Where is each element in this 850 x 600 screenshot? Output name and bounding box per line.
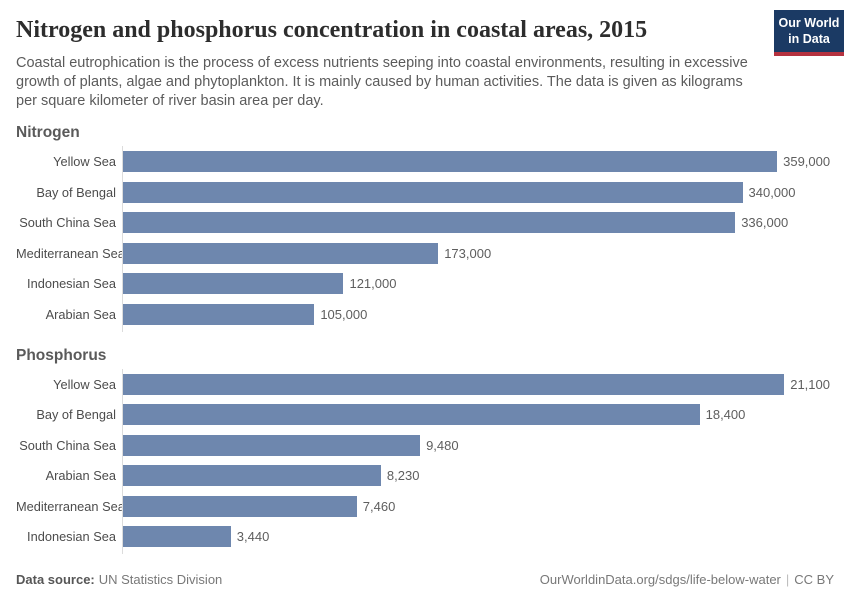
category-label: Indonesian Sea xyxy=(27,529,116,545)
logo-line2: in Data xyxy=(788,31,830,46)
value-label: 9,480 xyxy=(426,437,459,453)
bar-row: Bay of Bengal 18,400 xyxy=(16,404,834,426)
bar-track: 105,000 xyxy=(123,303,834,325)
bar-track: 173,000 xyxy=(123,242,834,264)
category-label: Mediterranean Sea xyxy=(16,245,125,261)
bar-track: 8,230 xyxy=(123,465,834,487)
value-label: 7,460 xyxy=(362,498,396,514)
footer-separator: | xyxy=(785,572,790,587)
bar[interactable] xyxy=(123,151,778,173)
bar-track: 3,440 xyxy=(123,526,834,548)
bar-track: 7,460 xyxy=(123,495,834,517)
bar[interactable] xyxy=(123,273,344,295)
value-label: 336,000 xyxy=(741,215,789,231)
phosphorus-bar-chart: Yellow Sea 21,100 Bay of Bengal 18,400 South… xyxy=(16,368,834,554)
footer-credit: OurWorldinData.org/sdgs/life-below-water… xyxy=(540,572,834,587)
bar[interactable] xyxy=(123,303,315,325)
value-label: 105,000 xyxy=(320,306,368,322)
facet-nitrogen: Nitrogen Yellow Sea 359,000 Bay of Bengal 3… xyxy=(16,124,834,332)
bar-row: South China Sea 336,000 xyxy=(16,212,834,234)
logo-line1: Our World xyxy=(778,16,840,30)
value-label: 340,000 xyxy=(748,184,796,200)
bar-row: Mediterranean Sea 173,000 xyxy=(16,242,834,264)
bar-row: Bay of Bengal 340,000 xyxy=(16,181,834,203)
bar[interactable] xyxy=(123,212,736,234)
bar-track: 121,000 xyxy=(123,273,834,295)
data-source-label: Data source: xyxy=(16,572,95,587)
value-label: 3,440 xyxy=(236,529,270,545)
bar-row: Yellow Sea 359,000 xyxy=(16,151,834,173)
bar-row: Indonesian Sea 3,440 xyxy=(16,526,834,548)
owid-logo[interactable]: Our World in Data xyxy=(774,10,844,57)
bar[interactable] xyxy=(123,373,785,395)
value-label: 8,230 xyxy=(386,468,420,484)
category-label: Yellow Sea xyxy=(53,376,116,392)
category-label: Yellow Sea xyxy=(53,154,116,170)
bar[interactable] xyxy=(123,495,357,517)
facet-nitrogen-title: Nitrogen xyxy=(16,124,80,142)
category-label: Bay of Bengal xyxy=(36,184,116,200)
bar[interactable] xyxy=(123,404,700,426)
chart-header: Nitrogen and phosphorus concentration in… xyxy=(16,0,844,111)
chart-title: Nitrogen and phosphorus concentration in… xyxy=(16,17,648,43)
category-label: Arabian Sea xyxy=(45,306,116,322)
bar-track: 359,000 xyxy=(123,151,834,173)
chart-footer: Data source: UN Statistics Division OurWo… xyxy=(16,572,834,587)
value-label: 121,000 xyxy=(349,276,397,292)
bar-row: Mediterranean Sea 7,460 xyxy=(16,495,834,517)
category-label: Arabian Sea xyxy=(45,468,116,484)
bar-track: 9,480 xyxy=(123,434,834,456)
bar[interactable] xyxy=(123,434,421,456)
bar-track: 18,400 xyxy=(123,404,834,426)
value-label: 359,000 xyxy=(783,154,831,170)
bar[interactable] xyxy=(123,465,381,487)
bar[interactable] xyxy=(123,181,743,203)
bar-row: Indonesian Sea 121,000 xyxy=(16,273,834,295)
footer-license[interactable]: CC BY xyxy=(794,572,834,587)
bar[interactable] xyxy=(123,242,439,264)
value-label: 173,000 xyxy=(444,245,492,261)
category-label: Bay of Bengal xyxy=(36,407,116,423)
bar-track: 340,000 xyxy=(123,181,834,203)
category-label: Indonesian Sea xyxy=(27,276,116,292)
facet-phosphorus: Phosphorus Yellow Sea 21,100 Bay of Bengal… xyxy=(16,346,834,554)
bar-track: 21,100 xyxy=(123,373,834,395)
bar-track: 336,000 xyxy=(123,212,834,234)
chart-subtitle: Coastal eutrophication is the process of… xyxy=(16,55,748,110)
category-label: South China Sea xyxy=(19,215,116,231)
footer-link[interactable]: OurWorldinData.org/sdgs/life-below-water xyxy=(539,572,781,587)
bar[interactable] xyxy=(123,526,231,548)
value-label: 21,100 xyxy=(790,376,830,392)
bar-row: Arabian Sea 8,230 xyxy=(16,465,834,487)
bar-row: Arabian Sea 105,000 xyxy=(16,303,834,325)
nitrogen-bar-chart: Yellow Sea 359,000 Bay of Bengal 340,000 Sou… xyxy=(16,146,834,332)
facet-phosphorus-title: Phosphorus xyxy=(16,346,107,364)
data-source-value: UN Statistics Division xyxy=(98,572,223,587)
data-source: Data source: UN Statistics Division xyxy=(16,572,222,587)
bar-row: Yellow Sea 21,100 xyxy=(16,373,834,395)
bar-row: South China Sea 9,480 xyxy=(16,434,834,456)
value-label: 18,400 xyxy=(705,407,746,423)
category-label: South China Sea xyxy=(19,437,116,453)
category-label: Mediterranean Sea xyxy=(16,498,125,514)
